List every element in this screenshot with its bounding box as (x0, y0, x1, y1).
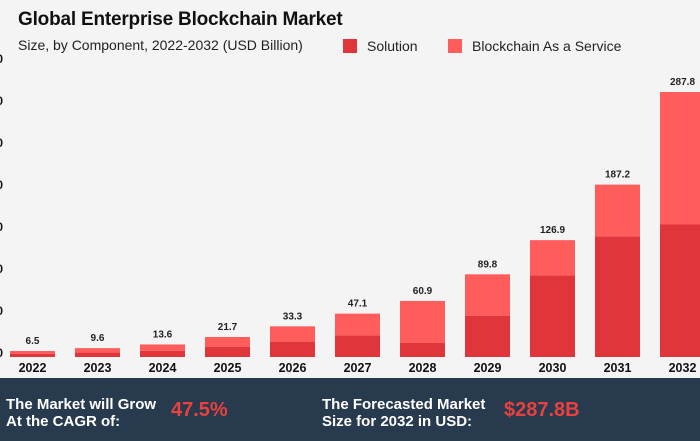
stacked-bar-chart: 0 0 0 0 0 0 0 0 6.5 2022 9.6 2023 13.6 2024 21.7 2025 33… (0, 52, 700, 375)
x-tick-label: 2032 (669, 361, 697, 375)
bar-solution-2024 (140, 350, 185, 357)
legend-swatch-baas (448, 39, 462, 53)
data-label: 33.3 (283, 311, 303, 322)
data-label: 126.9 (540, 225, 565, 236)
x-tick-label: 2024 (149, 361, 177, 375)
forecast-label-line2: Size for 2032 in USD: (322, 413, 473, 430)
forecast-label: The Forecasted Market Size for 2032 in U… (322, 396, 485, 430)
cagr-label-line2: At the CAGR of: (6, 413, 121, 430)
cagr-value: 47.5% (171, 399, 228, 421)
bar-solution-2022 (10, 353, 55, 357)
y-tick-label: 0 (0, 220, 3, 234)
data-label: 89.8 (478, 259, 498, 270)
data-label: 9.6 (91, 333, 105, 344)
data-label: 287.8 (670, 77, 695, 88)
x-tick-label: 2029 (474, 361, 502, 375)
bar-baas-2031 (595, 184, 640, 237)
legend-item-baas: Blockchain As a Service (448, 38, 621, 54)
y-tick-label: 0 (0, 304, 3, 318)
chart-subtitle: Size, by Component, 2022-2032 (USD Billi… (18, 37, 303, 53)
bar-baas-2030 (530, 240, 575, 276)
data-label: 13.6 (153, 329, 173, 340)
bar-solution-2032 (660, 224, 700, 357)
footer-banner: The Market will Grow At the CAGR of: 47.… (0, 378, 700, 441)
bar-baas-2029 (465, 274, 510, 316)
bar-solution-2031 (595, 236, 640, 357)
bar-solution-2025 (205, 346, 250, 357)
bar-baas-2028 (400, 300, 445, 344)
data-label: 21.7 (218, 322, 238, 333)
y-tick-label: 0 (0, 262, 3, 276)
x-tick-label: 2031 (604, 361, 632, 375)
data-label: 187.2 (605, 170, 630, 181)
bar-baas-2026 (270, 326, 315, 342)
y-tick-label: 0 (0, 178, 3, 192)
data-label: 60.9 (413, 286, 433, 297)
legend-swatch-solution (343, 39, 357, 53)
x-tick-label: 2030 (539, 361, 567, 375)
bar-baas-2023 (75, 348, 120, 353)
forecast-label-line1: The Forecasted Market (322, 396, 486, 413)
data-label: 47.1 (348, 299, 368, 310)
x-tick-label: 2025 (214, 361, 242, 375)
bar-solution-2030 (530, 275, 575, 357)
x-tick-label: 2022 (19, 361, 47, 375)
x-tick-label: 2023 (84, 361, 112, 375)
y-tick-label: 0 (0, 94, 3, 108)
legend-item-solution: Solution (343, 38, 418, 54)
bar-solution-2027 (335, 335, 380, 357)
chart-title: Global Enterprise Blockchain Market (18, 9, 343, 30)
bar-solution-2026 (270, 341, 315, 357)
bar-baas-2027 (335, 313, 380, 336)
legend-label-baas: Blockchain As a Service (472, 38, 622, 54)
x-tick-label: 2027 (344, 361, 372, 375)
x-tick-label: 2026 (279, 361, 307, 375)
cagr-label: The Market will Grow At the CAGR of: (6, 396, 156, 430)
forecast-value: $287.8B (504, 399, 580, 421)
bar-solution-2029 (465, 315, 510, 357)
bar-baas-2032 (660, 92, 700, 225)
bar-solution-2023 (75, 352, 120, 357)
cagr-label-line1: The Market will Grow (6, 396, 157, 413)
x-tick-label: 2028 (409, 361, 437, 375)
bar-baas-2022 (10, 351, 55, 354)
y-tick-label: 0 (0, 346, 3, 360)
bar-baas-2024 (140, 344, 185, 351)
data-label: 6.5 (26, 336, 40, 347)
bar-solution-2028 (400, 343, 445, 357)
bar-baas-2025 (205, 337, 250, 347)
y-tick-label: 0 (0, 52, 3, 66)
legend-label-solution: Solution (367, 38, 418, 54)
y-tick-label: 0 (0, 136, 3, 150)
